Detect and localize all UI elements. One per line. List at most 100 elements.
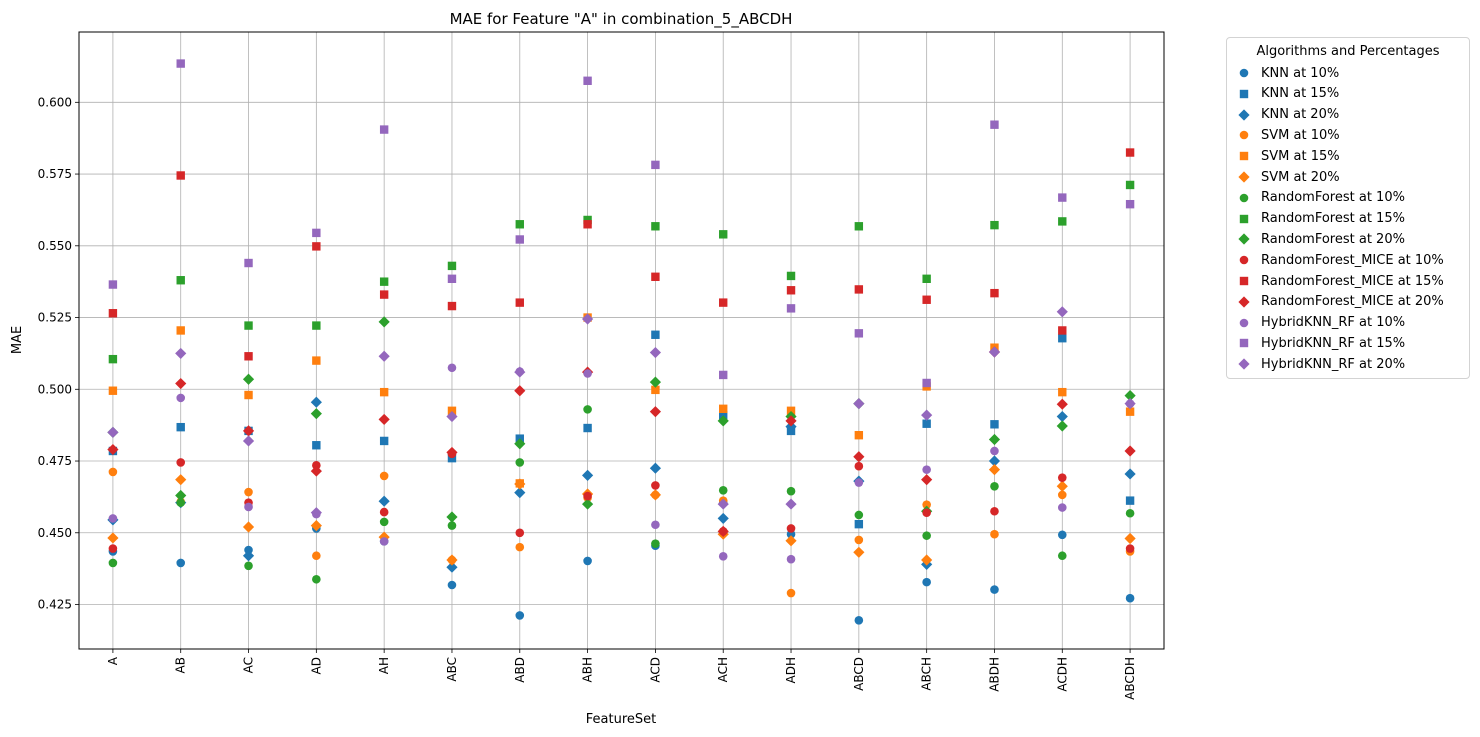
series-randomforest-at-10- xyxy=(108,405,1135,584)
data-point xyxy=(1057,503,1067,512)
data-point xyxy=(853,451,865,463)
legend-item: SVM at 20% xyxy=(1237,168,1340,186)
legend-label: RandomForest at 15% xyxy=(1261,211,1405,227)
data-point xyxy=(514,438,526,450)
data-point xyxy=(244,502,253,512)
data-point xyxy=(312,551,321,561)
data-point xyxy=(1058,334,1067,343)
data-point xyxy=(244,561,253,571)
data-point xyxy=(244,321,253,330)
data-point xyxy=(922,295,931,304)
data-point xyxy=(718,486,728,495)
data-point xyxy=(583,405,592,414)
data-point xyxy=(446,511,458,523)
data-point xyxy=(108,544,118,553)
data-point xyxy=(786,286,796,295)
data-point xyxy=(176,276,185,285)
data-point xyxy=(649,346,662,359)
legend-marker-shape xyxy=(1239,68,1249,78)
legend-label: RandomForest_MICE at 20% xyxy=(1261,294,1444,310)
legend-marker-shape xyxy=(1239,89,1249,98)
series-hybridknn-rf-at-20- xyxy=(107,306,1136,519)
data-point xyxy=(176,558,186,568)
data-point xyxy=(1057,473,1067,482)
data-point xyxy=(922,419,931,428)
data-point xyxy=(718,552,728,561)
legend-label: SVM at 20% xyxy=(1261,169,1340,185)
data-point xyxy=(515,542,525,552)
data-point xyxy=(242,521,255,533)
data-point xyxy=(1125,407,1135,416)
legend-marker xyxy=(1239,89,1249,98)
data-point xyxy=(176,393,186,403)
data-point xyxy=(651,481,660,490)
data-point xyxy=(990,529,999,539)
data-point xyxy=(581,498,594,510)
legend-marker-shape xyxy=(1239,151,1249,161)
data-point xyxy=(242,425,255,437)
data-point xyxy=(1124,389,1136,402)
data-point xyxy=(1057,490,1067,500)
x-tick-label: ABD xyxy=(513,657,527,683)
data-point xyxy=(785,415,797,427)
legend-marker xyxy=(1238,233,1250,245)
data-point xyxy=(242,550,255,562)
legend-marker-shape xyxy=(1239,255,1249,265)
data-point xyxy=(988,455,1001,467)
data-point xyxy=(649,462,662,474)
legend-item: RandomForest at 10% xyxy=(1237,189,1405,207)
data-point xyxy=(515,298,524,307)
data-point xyxy=(854,461,864,471)
series-randomforest-at-20- xyxy=(107,316,1136,523)
x-tick-label: AC xyxy=(242,657,256,673)
data-point xyxy=(854,478,864,487)
series-randomforest-mice-at-10- xyxy=(108,449,1135,553)
data-point xyxy=(310,408,322,420)
legend-marker-shape xyxy=(1239,214,1249,223)
data-point xyxy=(379,125,389,134)
data-point xyxy=(244,487,253,497)
y-tick-label: 0.575 xyxy=(38,167,72,181)
legend-marker-shape xyxy=(1238,233,1250,245)
series-knn-at-10- xyxy=(108,498,1135,625)
data-point xyxy=(447,301,457,311)
data-point xyxy=(786,304,796,313)
data-point xyxy=(379,387,389,397)
data-point xyxy=(651,385,660,395)
data-point xyxy=(378,350,390,362)
data-point xyxy=(244,352,253,361)
legend-marker xyxy=(1238,296,1250,308)
legend-item: HybridKNN_RF at 15% xyxy=(1237,334,1405,352)
data-point xyxy=(719,410,728,420)
data-point xyxy=(649,376,662,388)
legend-item: KNN at 20% xyxy=(1237,106,1339,124)
legend-marker xyxy=(1239,214,1249,223)
data-point xyxy=(651,160,660,170)
data-point xyxy=(921,409,933,421)
data-point xyxy=(310,507,322,519)
legend-marker xyxy=(1238,171,1250,183)
data-point xyxy=(988,433,1001,446)
y-tick-label: 0.600 xyxy=(38,95,72,109)
data-point xyxy=(583,215,592,225)
x-tick-label: AH xyxy=(377,657,391,674)
data-point xyxy=(854,285,864,294)
data-point xyxy=(447,521,457,530)
data-point xyxy=(310,520,322,532)
data-point xyxy=(515,528,525,538)
data-point xyxy=(515,235,524,244)
data-point xyxy=(990,288,999,298)
data-point xyxy=(921,474,933,486)
data-point xyxy=(990,506,999,516)
data-point xyxy=(583,491,592,501)
data-point xyxy=(1056,480,1068,492)
data-point xyxy=(108,309,118,318)
data-point xyxy=(1058,326,1067,335)
x-tick-label: ABC xyxy=(445,657,459,682)
data-point xyxy=(786,486,796,496)
data-point xyxy=(1125,148,1135,157)
axes: A AB AC AD AH ABC ABD ABH ACD ACH ADH ABCD ABCH ABDH A… xyxy=(38,95,1137,700)
data-point xyxy=(446,446,458,459)
legend-item: SVM at 10% xyxy=(1237,126,1340,144)
y-tick-label: 0.475 xyxy=(38,454,72,468)
